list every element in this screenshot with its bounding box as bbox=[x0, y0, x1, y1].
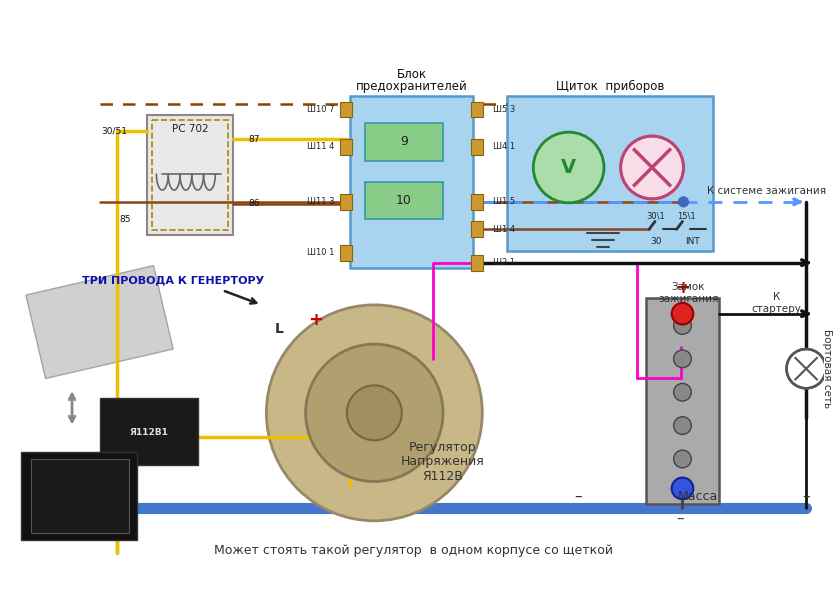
Bar bbox=[365, 124, 443, 161]
Text: Напряжения: Напряжения bbox=[401, 456, 485, 469]
Text: РС 702: РС 702 bbox=[172, 124, 208, 134]
Bar bbox=[100, 398, 198, 465]
Text: Я112В1: Я112В1 bbox=[129, 428, 168, 437]
Bar bbox=[31, 459, 129, 533]
Text: Масса: Масса bbox=[678, 490, 718, 503]
Text: К системе зажигания: К системе зажигания bbox=[707, 186, 826, 196]
Text: Я112В: Я112В bbox=[422, 470, 463, 483]
Text: Щиток  приборов: Щиток приборов bbox=[556, 79, 664, 93]
Text: 30: 30 bbox=[650, 236, 662, 245]
Text: 15\1: 15\1 bbox=[677, 211, 696, 220]
Text: 30\1: 30\1 bbox=[647, 211, 665, 220]
Text: Ш10 1: Ш10 1 bbox=[307, 248, 334, 257]
Bar bbox=[349, 96, 473, 267]
Text: 9: 9 bbox=[400, 136, 408, 149]
Text: –: – bbox=[802, 489, 810, 504]
Bar bbox=[507, 96, 713, 251]
Bar bbox=[365, 182, 443, 220]
Text: ТРИ ПРОВОДА К ГЕНЕРТОРУ: ТРИ ПРОВОДА К ГЕНЕРТОРУ bbox=[82, 275, 264, 285]
Text: V: V bbox=[561, 158, 577, 177]
Text: Бортовая сеть: Бортовая сеть bbox=[822, 329, 832, 408]
Circle shape bbox=[533, 132, 604, 203]
Text: –: – bbox=[677, 510, 685, 525]
Circle shape bbox=[672, 303, 693, 325]
Text: 85: 85 bbox=[120, 215, 131, 224]
Bar bbox=[472, 194, 484, 210]
Text: К
стартеру: К стартеру bbox=[752, 292, 802, 313]
Text: предохранителей: предохранителей bbox=[356, 79, 468, 93]
Circle shape bbox=[306, 344, 443, 482]
Text: Может стоять такой регулятор  в одном корпусе со щеткой: Может стоять такой регулятор в одном кор… bbox=[214, 544, 613, 557]
Text: –: – bbox=[575, 489, 582, 504]
Bar bbox=[340, 245, 352, 261]
Circle shape bbox=[674, 450, 691, 468]
Circle shape bbox=[621, 136, 684, 199]
Text: L: L bbox=[275, 322, 283, 337]
Bar bbox=[152, 121, 228, 230]
Text: Ш1 4: Ш1 4 bbox=[493, 225, 515, 234]
Bar bbox=[472, 221, 484, 237]
Text: 86: 86 bbox=[249, 199, 261, 208]
Circle shape bbox=[347, 385, 401, 441]
Circle shape bbox=[672, 478, 693, 499]
Bar bbox=[147, 115, 233, 235]
Text: 87: 87 bbox=[249, 134, 261, 143]
Text: Ш4 1: Ш4 1 bbox=[493, 142, 515, 152]
Text: Замок: Замок bbox=[671, 282, 705, 292]
Bar bbox=[472, 101, 484, 118]
Circle shape bbox=[674, 417, 691, 435]
Text: Ш10 7: Ш10 7 bbox=[307, 105, 334, 114]
Circle shape bbox=[679, 197, 688, 207]
Text: Ш2 1: Ш2 1 bbox=[493, 258, 515, 267]
Text: +: + bbox=[675, 279, 690, 297]
Bar bbox=[340, 139, 352, 155]
Text: 30/51: 30/51 bbox=[101, 127, 127, 136]
Text: Ш5 3: Ш5 3 bbox=[493, 105, 515, 114]
Text: Регулятор: Регулятор bbox=[409, 441, 477, 454]
Bar bbox=[21, 452, 137, 540]
Text: INT: INT bbox=[685, 236, 700, 245]
Circle shape bbox=[674, 316, 691, 334]
Bar bbox=[472, 255, 484, 270]
Circle shape bbox=[787, 349, 825, 388]
Circle shape bbox=[674, 350, 691, 368]
Text: Ш11 3: Ш11 3 bbox=[307, 198, 334, 207]
Bar bbox=[646, 298, 719, 504]
Polygon shape bbox=[26, 266, 173, 378]
Text: +: + bbox=[308, 310, 323, 328]
Text: Ш1 5: Ш1 5 bbox=[493, 198, 515, 207]
Circle shape bbox=[674, 383, 691, 401]
Circle shape bbox=[266, 305, 483, 521]
Text: Ш11 4: Ш11 4 bbox=[307, 142, 334, 152]
Bar bbox=[340, 101, 352, 118]
Text: Блок: Блок bbox=[396, 67, 427, 81]
Bar bbox=[340, 194, 352, 210]
Text: 10: 10 bbox=[396, 195, 411, 207]
Text: зажигания: зажигания bbox=[658, 294, 718, 304]
Bar bbox=[472, 139, 484, 155]
